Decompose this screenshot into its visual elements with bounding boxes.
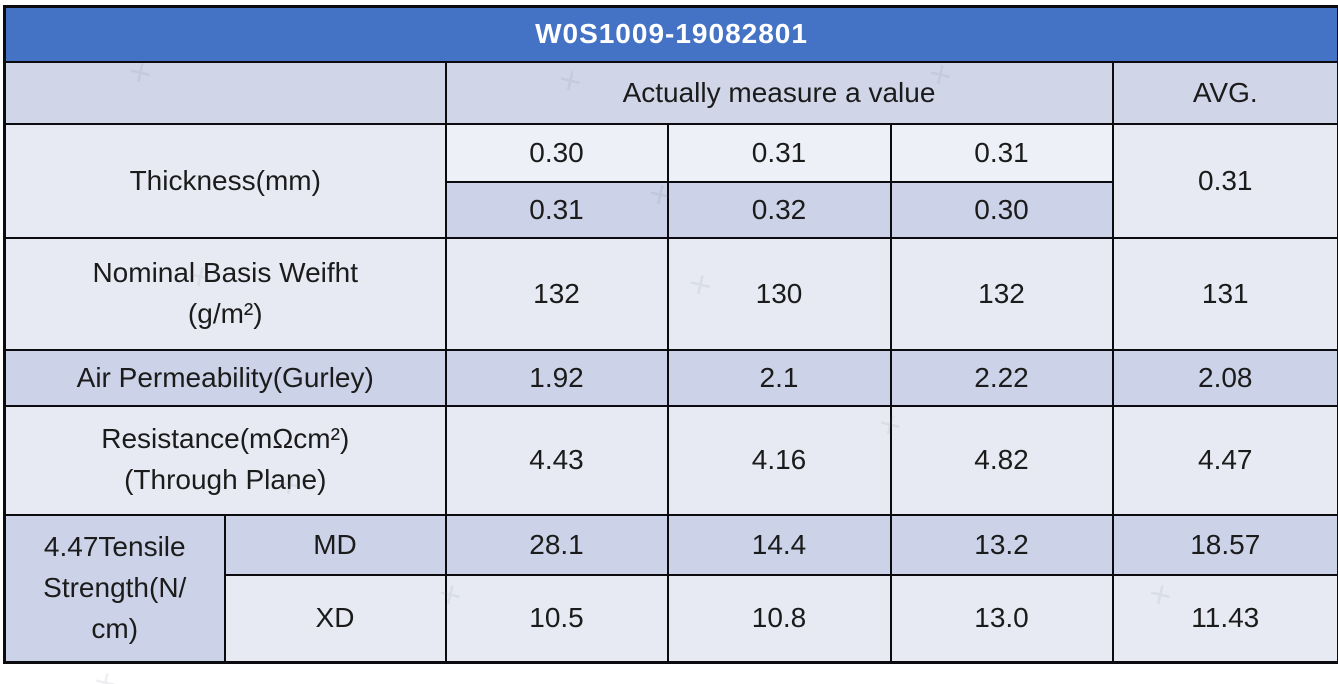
header-row: Actually measure a value AVG. xyxy=(3,60,1338,125)
basis-weight-row: Nominal Basis Weifht (g/m²) 132 130 132 … xyxy=(3,236,1338,351)
tensile-strength-label: 4.47Tensile Strength(N/ cm) xyxy=(3,513,226,664)
table-cell: 0.30 xyxy=(889,180,1114,239)
air-permeability-label: Air Permeability(Gurley) xyxy=(3,348,447,407)
table-cell: 132 xyxy=(889,236,1114,351)
header-measured-label: Actually measure a value xyxy=(444,60,1114,125)
air-permeability-avg-cell: 2.08 xyxy=(1111,348,1338,407)
watermark-mark: ✕ xyxy=(88,664,123,684)
resistance-avg-cell: 4.47 xyxy=(1111,404,1338,516)
table-cell: 0.31 xyxy=(444,180,669,239)
header-empty-cell xyxy=(3,60,447,125)
title-row: W0S1009-19082801 xyxy=(3,5,1338,63)
table-cell: 14.4 xyxy=(666,513,892,576)
resistance-row: Resistance(mΩcm²) (Through Plane) 4.43 4… xyxy=(3,404,1338,516)
table-cell: 4.82 xyxy=(889,404,1114,516)
resistance-label: Resistance(mΩcm²) (Through Plane) xyxy=(3,404,447,516)
table-cell: 2.22 xyxy=(889,348,1114,407)
table-cell: 13.0 xyxy=(889,573,1114,664)
table-cell: 0.31 xyxy=(889,122,1114,183)
thickness-row-2: 0.31 0.32 0.30 xyxy=(5,180,1338,239)
report-title: W0S1009-19082801 xyxy=(3,5,1338,63)
tensile-xd-avg-cell: 11.43 xyxy=(1111,573,1338,664)
table-cell: 4.43 xyxy=(444,404,669,516)
header-avg-label: AVG. xyxy=(1111,60,1338,125)
table-cell: 0.32 xyxy=(666,180,892,239)
table-cell: 132 xyxy=(444,236,669,351)
table-cell: 4.16 xyxy=(666,404,892,516)
measurement-table: W0S1009-19082801 Actually measure a valu… xyxy=(3,5,1338,664)
tensile-xd-label: XD xyxy=(223,573,447,664)
table-cell: 10.8 xyxy=(666,573,892,664)
table-cell: 0.31 xyxy=(666,122,892,183)
basis-weight-avg-cell: 131 xyxy=(1111,236,1338,351)
table-cell: 0.30 xyxy=(444,122,669,183)
thickness-row-1: Thickness(mm) 0.30 0.31 0.31 0.31 xyxy=(3,122,1338,239)
table-cell: 10.5 xyxy=(444,573,669,664)
air-permeability-row: Air Permeability(Gurley) 1.92 2.1 2.22 2… xyxy=(3,348,1338,407)
table-cell: 1.92 xyxy=(444,348,669,407)
table-cell: 2.1 xyxy=(666,348,892,407)
table-cell: 13.2 xyxy=(889,513,1114,576)
basis-weight-label: Nominal Basis Weifht (g/m²) xyxy=(3,236,447,351)
tensile-xd-row: XD 10.5 10.8 13.0 11.43 xyxy=(5,573,1338,664)
table-cell: 28.1 xyxy=(444,513,669,576)
thickness-avg-cell: 0.31 xyxy=(1111,122,1338,239)
table-cell: 130 xyxy=(666,236,892,351)
tensile-md-avg-cell: 18.57 xyxy=(1111,513,1338,576)
tensile-md-row: 4.47Tensile Strength(N/ cm) MD 28.1 14.4… xyxy=(3,513,1338,664)
tensile-md-label: MD xyxy=(223,513,447,576)
thickness-label: Thickness(mm) xyxy=(3,122,447,239)
